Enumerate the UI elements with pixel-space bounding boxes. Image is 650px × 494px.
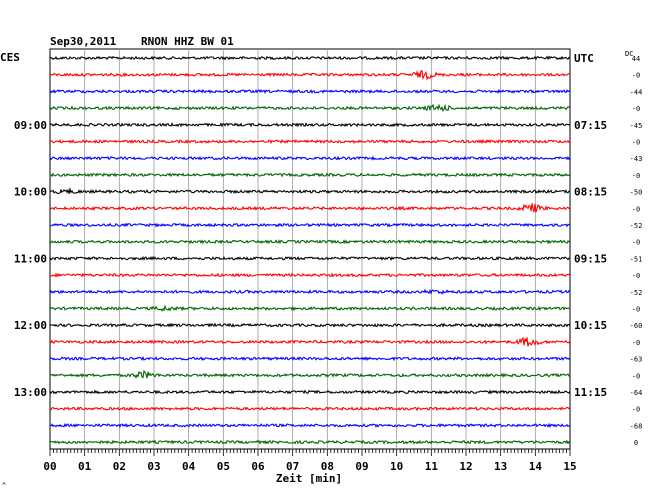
trace-row-3 [49, 103, 571, 113]
trace-row-12 [49, 255, 571, 262]
x-tick-label: 11 [425, 460, 439, 473]
corner-mark: ^ [2, 482, 6, 490]
station-label: RNON HHZ BW 01 [141, 35, 234, 48]
trace-row-22 [49, 422, 571, 429]
trace-row-18 [49, 355, 571, 362]
x-tick-label: 00 [43, 460, 56, 473]
left-timezone-label: CES [0, 51, 20, 64]
date-label: Sep30,2011 [50, 35, 117, 48]
dc-offset-label: -60 [630, 322, 643, 330]
dc-offset-label: -0 [632, 239, 640, 247]
right-time-label: 08:15 [574, 186, 607, 199]
dc-offset-label: -50 [630, 189, 643, 197]
dc-offset-label: -64 [630, 389, 643, 397]
x-tick-label: 06 [251, 460, 265, 473]
trace-row-0 [49, 55, 571, 61]
left-time-label: 13:00 [14, 386, 47, 399]
left-time-labels: 09:00 10:00 11:00 12:00 13:00 [14, 119, 47, 399]
left-time-label: 11:00 [14, 252, 47, 265]
dc-offset-label: -0 [632, 272, 640, 280]
x-tick-label: 12 [459, 460, 472, 473]
trace-row-20 [49, 389, 571, 395]
x-tick-label: 05 [217, 460, 230, 473]
dc-offset-label: -0 [632, 306, 640, 314]
dc-offset-label: -52 [630, 222, 643, 230]
trace-row-16 [49, 322, 571, 328]
x-tick-label: 08 [321, 460, 334, 473]
left-time-label: 10:00 [14, 186, 47, 199]
trace-row-2 [49, 88, 571, 95]
trace-row-7 [49, 172, 571, 178]
right-time-labels: UTC 07:15 08:15 09:15 10:15 11:15 [574, 52, 607, 399]
minute-gridlines [84, 49, 536, 449]
x-tick-label: 04 [182, 460, 196, 473]
x-tick-label: 14 [529, 460, 543, 473]
trace-row-4 [49, 122, 571, 128]
trace-row-11 [49, 239, 571, 245]
dc-label: DC [625, 50, 633, 58]
dc-offset-label: -51 [630, 255, 643, 263]
trace-row-9 [49, 203, 571, 213]
dc-offset-labels: 44 -0 -44 -0 -45 -0 -43 -0 -50 -0 -52 -0 -51 -0 -52 -0 -… [630, 55, 643, 447]
trace-row-6 [49, 155, 571, 161]
right-time-label: 09:15 [574, 252, 607, 265]
x-tick-label: 03 [147, 460, 160, 473]
dc-offset-label: -0 [632, 205, 640, 213]
x-tick-label: 10 [390, 460, 403, 473]
trace-row-13 [49, 272, 571, 278]
trace-row-17 [49, 336, 571, 347]
x-tick-label: 01 [78, 460, 92, 473]
dc-offset-label: -0 [632, 105, 640, 113]
left-time-label: 09:00 [14, 119, 47, 132]
x-tick-label: 07 [286, 460, 299, 473]
trace-row-15 [49, 304, 571, 312]
trace-row-5 [49, 138, 571, 145]
dc-offset-label: -45 [630, 122, 643, 130]
dc-offset-label: -0 [632, 406, 640, 414]
left-time-label: 12:00 [14, 319, 47, 332]
dc-offset-label: -0 [632, 339, 640, 347]
x-tick-label: 13 [494, 460, 507, 473]
dc-offset-label: -0 [632, 139, 640, 147]
x-tick-label: 09 [355, 460, 368, 473]
trace-row-21 [49, 406, 571, 412]
x-axis-ticks: 00 01 02 03 04 05 06 07 08 09 10 11 12 13 14 15 [43, 449, 577, 473]
dc-offset-label: -0 [632, 372, 640, 380]
trace-row-10 [50, 222, 570, 228]
trace-row-14 [49, 288, 571, 295]
dc-offset-label: -0 [632, 72, 640, 80]
x-tick-label: 02 [113, 460, 126, 473]
dc-offset-label: -68 [630, 422, 643, 430]
right-time-label: 10:15 [574, 319, 607, 332]
dc-offset-label: -43 [630, 155, 643, 163]
x-tick-label: 15 [563, 460, 576, 473]
plot-frame [49, 48, 571, 450]
trace-row-23 [49, 439, 571, 445]
right-time-label: UTC [574, 52, 594, 65]
right-time-label: 07:15 [574, 119, 607, 132]
dc-offset-label: 44 [632, 55, 640, 63]
trace-row-19 [49, 369, 571, 379]
dc-offset-label: -0 [632, 172, 640, 180]
dc-offset-label: -52 [630, 289, 643, 297]
trace-row-1 [49, 69, 571, 81]
dc-offset-label: -63 [630, 356, 643, 364]
dc-offset-label: -44 [630, 88, 643, 96]
dc-offset-label: 0 [634, 439, 638, 447]
right-time-label: 11:15 [574, 386, 607, 399]
seismic-traces [49, 55, 571, 445]
trace-row-8 [49, 186, 571, 195]
x-axis-label: Zeit [min] [276, 472, 342, 485]
